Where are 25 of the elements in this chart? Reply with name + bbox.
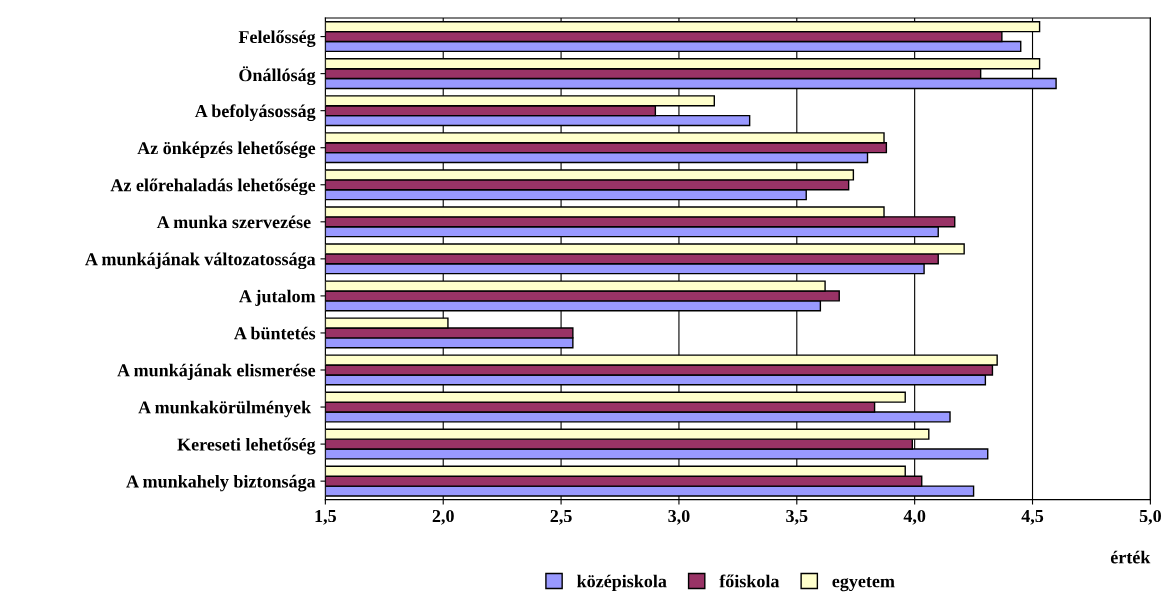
y-tick-label: A büntetés	[234, 326, 316, 340]
x-tick-label: 4,5	[1021, 510, 1044, 525]
y-tick-label: A munkájának elismerése	[117, 363, 316, 381]
y-tick-label: A befolyásosság	[194, 104, 316, 122]
y-tick-label: A munkájának változatossága	[85, 252, 316, 270]
x-tick-label: 2,5	[550, 509, 572, 525]
x-tick-label: 1,5	[315, 509, 336, 525]
y-tick-label: Önállóság	[239, 66, 316, 86]
y-tick-label: A munka szervezése	[156, 215, 311, 229]
y-tick-label: A munkahely biztonsága	[126, 474, 316, 492]
x-tick-label: 5,0	[1139, 509, 1161, 525]
legend-label: középiskola	[577, 574, 667, 592]
x-axis-title: érték	[1110, 550, 1151, 564]
y-tick-label: Felelősség	[238, 30, 316, 47]
y-tick-label: Az önképzés lehetősége	[137, 141, 316, 159]
x-tick-label: 3,0	[668, 509, 690, 525]
x-tick-label: 3,5	[786, 509, 808, 525]
legend-label: főiskola	[719, 574, 780, 588]
y-tick-label: Kereseti lehetőség	[177, 437, 316, 455]
x-tick-label: 4,0	[903, 509, 926, 525]
x-tick-label: 2,0	[432, 509, 454, 525]
y-tick-label: A jutalom	[239, 289, 316, 307]
y-tick-label: Az előrehaladás lehetősége	[110, 178, 316, 196]
legend-label: egyetem	[832, 577, 895, 592]
y-tick-label: A munkakörülmények	[138, 400, 312, 418]
